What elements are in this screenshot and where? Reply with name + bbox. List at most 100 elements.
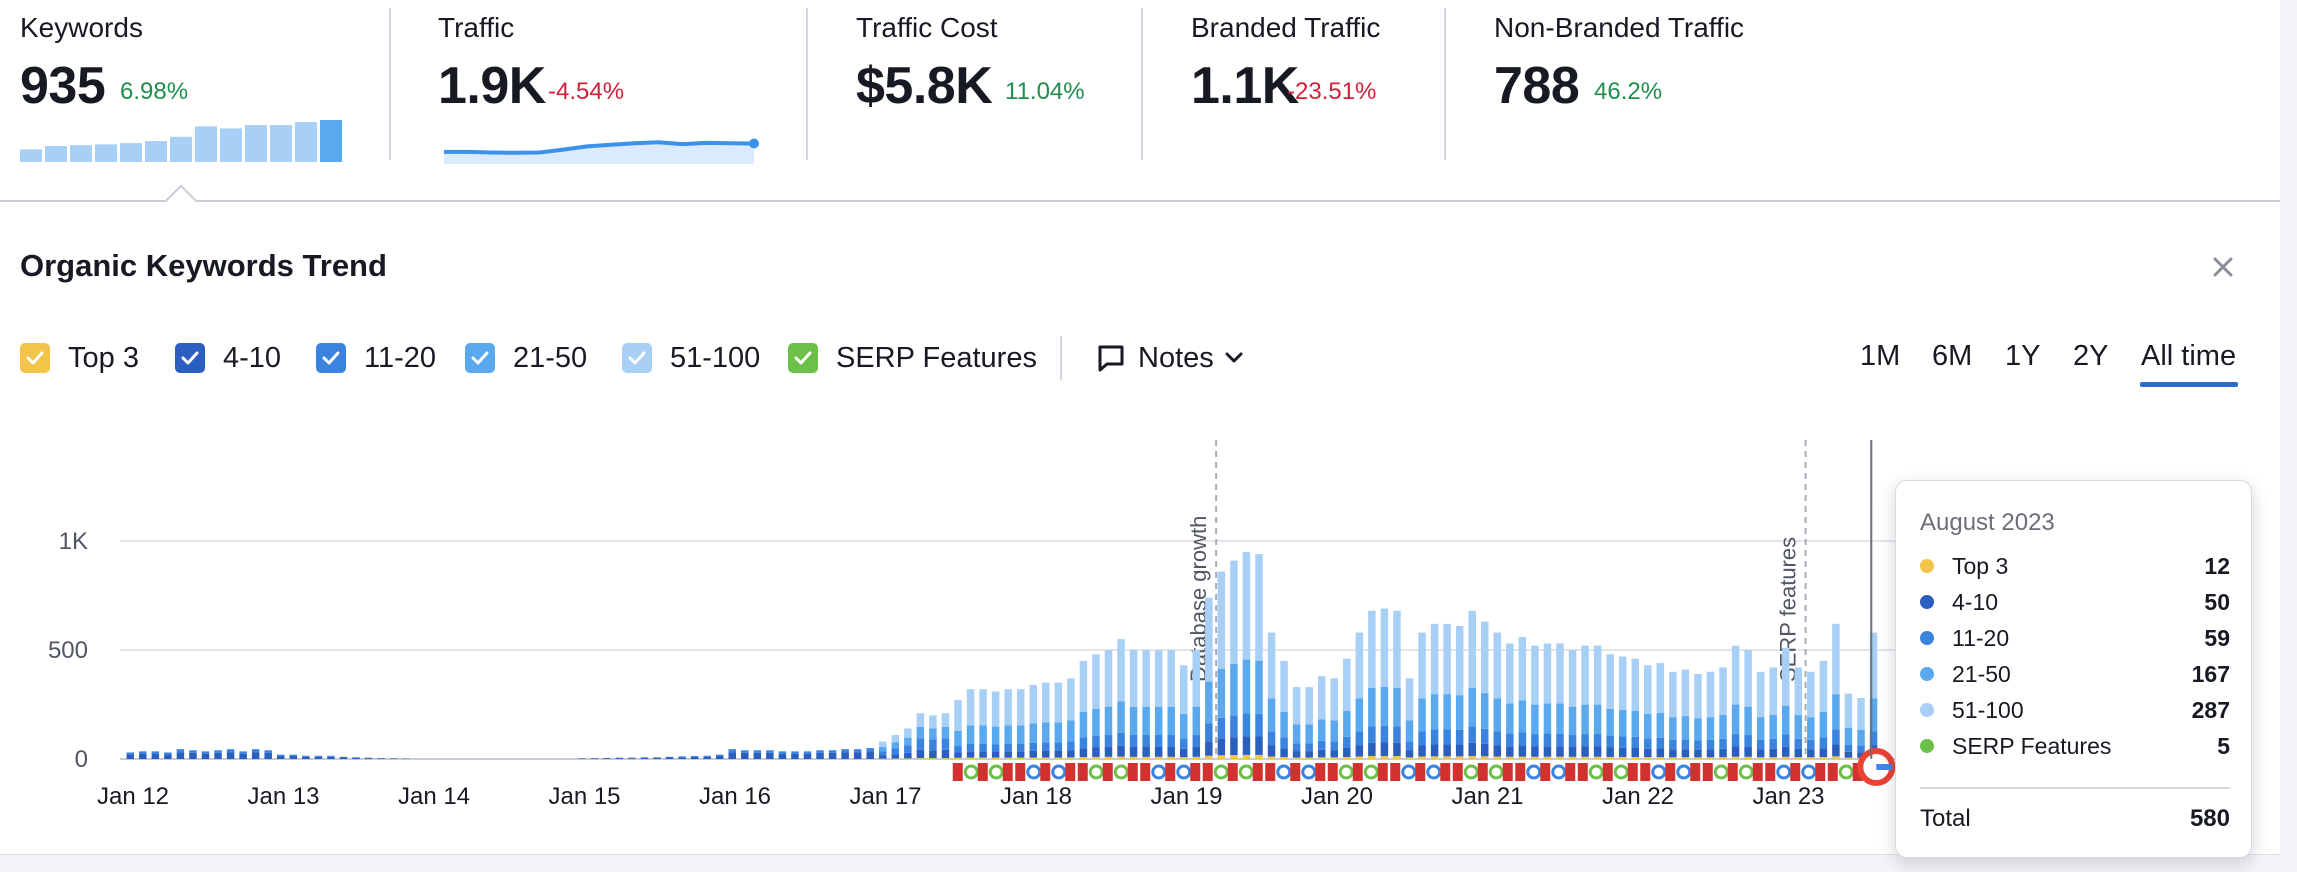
legend-top3-checkbox[interactable]: Top 3 (20, 340, 139, 376)
x-tick-label: Jan 19 (1150, 783, 1222, 810)
bar-segment (1217, 571, 1226, 670)
bar-segment (1430, 694, 1439, 730)
bar-segment (1343, 658, 1351, 711)
serp-feature-marker (1502, 763, 1513, 781)
sparkline-bar (295, 122, 317, 162)
bar-segment (1004, 743, 1012, 752)
serp-feature-marker (1551, 764, 1567, 780)
bar-segment (327, 755, 335, 757)
bar-segment (1581, 734, 1589, 747)
metric-value: $5.8K (856, 57, 993, 115)
bar-segment (1644, 714, 1652, 739)
sparkline-bar (70, 145, 92, 162)
serp-feature-marker (1165, 763, 1176, 781)
bar-segment (1694, 740, 1702, 750)
bar-segment (1393, 726, 1401, 743)
bar-segment (1079, 711, 1088, 738)
bar-segment (1280, 737, 1288, 749)
bar-segment (1154, 756, 1163, 759)
bar-segment (1305, 751, 1313, 758)
metric-traffic-cost[interactable]: Traffic Cost $5.8K 11.04% (856, 12, 1136, 162)
bar-segment (1004, 725, 1012, 744)
range-2y[interactable]: 2Y (2073, 340, 2109, 372)
metric-branded-traffic[interactable]: Branded Traffic 1.1K -23.51% (1191, 12, 1441, 162)
legend-51-100-checkbox[interactable]: 51-100 (622, 340, 760, 376)
bar-segment (1832, 729, 1840, 745)
bar-segment (1142, 706, 1150, 736)
chart-tooltip: August 2023 Top 3 12 4-10 50 11-20 59 21… (1895, 480, 2252, 858)
bar-segment (891, 754, 900, 759)
range-1m[interactable]: 1M (1860, 340, 1901, 372)
serp-feature-marker (1613, 764, 1629, 780)
metric-non-branded-traffic[interactable]: Non-Branded Traffic 788 46.2% (1494, 12, 1794, 162)
legend-4-10-checkbox[interactable]: 4-10 (175, 340, 281, 376)
bar-segment (352, 757, 360, 759)
bar-segment (665, 757, 674, 759)
bar-segment (1819, 748, 1828, 758)
bar-segment (364, 758, 373, 759)
bar-segment (1292, 743, 1301, 752)
bar-segment (1242, 551, 1251, 660)
bar-segment (1418, 698, 1426, 732)
bar-segment (1054, 722, 1063, 743)
bar-segment (1355, 756, 1364, 759)
bar-segment (1593, 734, 1602, 747)
bar-segment (1518, 745, 1527, 757)
metric-traffic[interactable]: Traffic 1.9K -4.54% (438, 12, 798, 162)
bar-segment (1016, 757, 1025, 759)
close-button[interactable] (2208, 252, 2238, 282)
bar-segment (1016, 743, 1025, 752)
bar-segment (1869, 698, 1878, 732)
bar-segment (665, 756, 674, 758)
active-range-indicator (2140, 382, 2238, 387)
bar-segment (1644, 738, 1652, 749)
bar-segment (1681, 739, 1690, 750)
bar-segment (1430, 623, 1439, 695)
bar-segment (766, 752, 774, 759)
bar-segment (1104, 706, 1113, 736)
notes-dropdown[interactable]: Notes (1096, 338, 1244, 378)
bar-segment (1832, 744, 1840, 757)
bar-segment (1192, 650, 1201, 707)
tooltip-row-value: 5 (2217, 732, 2230, 759)
range-1y[interactable]: 1Y (2005, 340, 2041, 372)
legend-serp-features-checkbox[interactable]: SERP Features (788, 340, 1037, 376)
bar-segment (916, 749, 925, 759)
bar-segment (1079, 737, 1088, 749)
bar-segment (277, 755, 285, 759)
bar-segment (941, 758, 950, 759)
bar-segment (1343, 710, 1351, 737)
bar-segment (1531, 746, 1539, 757)
bar-segment (1481, 621, 1489, 694)
legend-11-20-checkbox[interactable]: 11-20 (316, 340, 436, 376)
tooltip-dot (1920, 739, 1934, 753)
x-tick-label: Jan 13 (247, 783, 319, 810)
sparkline-bar (20, 149, 42, 162)
range-6m[interactable]: 6M (1932, 340, 1973, 372)
bar-segment (1769, 748, 1777, 758)
metric-keywords[interactable]: Keywords 935 6.98% (20, 12, 380, 162)
bar-segment (1042, 682, 1050, 723)
bar-segment (1029, 723, 1037, 743)
bar-segment (1506, 756, 1514, 759)
serp-feature-marker (1327, 763, 1338, 781)
bar-segment (1393, 610, 1401, 688)
bar-segment (1807, 671, 1815, 718)
bar-segment (164, 752, 172, 755)
bar-segment (1706, 739, 1715, 750)
bar-segment (640, 757, 649, 758)
bar-segment (1644, 665, 1652, 715)
bar-segment (1180, 714, 1188, 739)
bar-segment (1292, 751, 1301, 758)
bar-segment (1054, 682, 1063, 723)
bar-segment (176, 749, 185, 753)
bar-segment (1744, 747, 1752, 757)
bar-segment (1782, 705, 1790, 735)
bar-segment (1029, 684, 1037, 724)
range-all-time[interactable]: All time (2141, 340, 2237, 372)
legend-21-50-checkbox[interactable]: 21-50 (465, 340, 587, 376)
bar-segment (1556, 733, 1564, 747)
bar-segment (1493, 698, 1502, 732)
serp-feature-marker (1401, 764, 1417, 780)
